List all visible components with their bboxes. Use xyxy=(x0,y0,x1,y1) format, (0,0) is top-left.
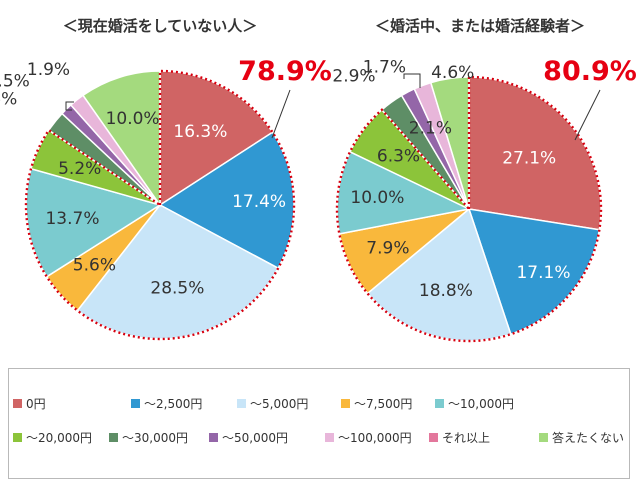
total-leader-line xyxy=(574,89,601,141)
slice-leader-line xyxy=(65,101,74,111)
legend-item: ～7,500円 xyxy=(341,395,412,412)
legend-item: ～100,000円 xyxy=(325,429,412,446)
legend-item: それ以上 xyxy=(429,429,490,446)
legend-label: ～5,000円 xyxy=(250,397,309,411)
data-label: 13.7% xyxy=(45,209,99,229)
highlight-total: 78.9% xyxy=(238,56,332,87)
data-label: 5.2% xyxy=(58,159,101,179)
data-label: 2.9% xyxy=(332,67,375,87)
data-label: 1.5% xyxy=(0,71,30,91)
data-label: 28.5% xyxy=(150,279,204,299)
legend-label: ～7,500円 xyxy=(354,397,413,411)
legend-swatch xyxy=(109,433,118,442)
legend-item: 0円 xyxy=(13,395,46,412)
legend-label: ～20,000円 xyxy=(26,431,92,445)
data-label: 17.4% xyxy=(232,192,286,212)
highlight-total: 80.9% xyxy=(543,56,637,87)
legend-item: ～20,000円 xyxy=(13,429,92,446)
data-label: 2.6% xyxy=(0,89,17,109)
legend-swatch xyxy=(131,399,140,408)
data-label: 18.8% xyxy=(419,281,473,301)
legend-item: ～5,000円 xyxy=(237,395,308,412)
legend-swatch xyxy=(435,399,444,408)
data-label: 17.1% xyxy=(516,263,570,283)
legend-item: 答えたくない xyxy=(539,429,624,446)
pie-charts: ＜現在婚活をしていない人＞ 78.9% 16.3% 17.4% 28.5% 5.6% 13.… xyxy=(0,17,637,343)
pie-slice xyxy=(158,131,295,270)
legend: 0円 ～2,500円 ～5,000円 ～7,500円 ～10,000円 ～20,000円 ～… xyxy=(8,368,630,479)
legend-label: それ以上 xyxy=(442,431,491,445)
legend-swatch xyxy=(13,399,22,408)
legend-label: 答えたくない xyxy=(552,431,625,445)
data-label: 1.7% xyxy=(363,57,406,77)
legend-swatch xyxy=(325,433,334,442)
pie-slice xyxy=(81,70,161,208)
data-label: 2.1% xyxy=(409,119,452,139)
chart-title: ＜婚活中、または婚活経験者＞ xyxy=(375,17,585,35)
legend-label: ～30,000円 xyxy=(122,431,188,445)
data-label: 6.3% xyxy=(377,147,420,167)
chart-title: ＜現在婚活をしていない人＞ xyxy=(63,17,258,35)
legend-item: ～50,000円 xyxy=(209,429,288,446)
legend-swatch xyxy=(209,433,218,442)
total-leader-line xyxy=(271,89,291,139)
data-label: 10.0% xyxy=(106,109,160,129)
legend-swatch xyxy=(429,433,438,442)
legend-label: 0円 xyxy=(26,397,46,411)
legend-swatch xyxy=(13,433,22,442)
data-label: 1.9% xyxy=(27,60,70,80)
data-label: 10.0% xyxy=(350,188,404,208)
highlight-outline xyxy=(335,75,603,343)
legend-label: ～2,500円 xyxy=(144,397,203,411)
legend-swatch xyxy=(237,399,246,408)
legend-label: ～10,000円 xyxy=(448,397,514,411)
legend-label: ～100,000円 xyxy=(338,431,412,445)
data-label: 27.1% xyxy=(502,149,556,169)
data-label: 16.3% xyxy=(173,122,227,142)
data-label: 4.6% xyxy=(431,63,474,83)
legend-swatch xyxy=(341,399,350,408)
legend-item: ～30,000円 xyxy=(109,429,188,446)
legend-label: ～50,000円 xyxy=(222,431,288,445)
legend-item: ～2,500円 xyxy=(131,395,202,412)
pie-slice xyxy=(366,207,512,342)
data-label: 7.9% xyxy=(366,238,409,258)
legend-swatch xyxy=(539,433,548,442)
data-label: 5.6% xyxy=(73,255,116,275)
legend-item: ～10,000円 xyxy=(435,395,514,412)
slice-leader-line xyxy=(403,73,421,88)
